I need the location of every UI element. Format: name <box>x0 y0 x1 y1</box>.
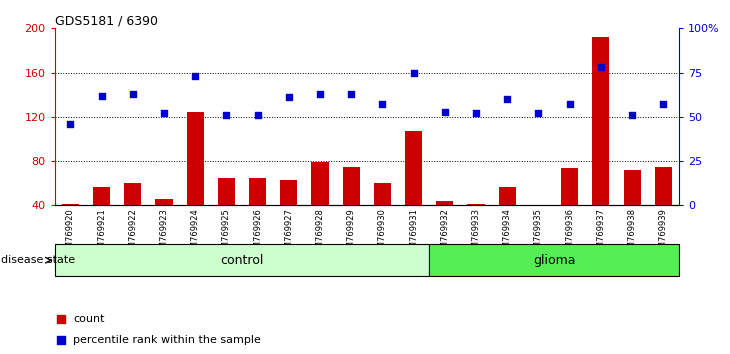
Point <box>658 102 669 107</box>
Bar <box>55 244 429 276</box>
Bar <box>124 183 142 250</box>
Point <box>470 110 482 116</box>
Bar <box>405 131 422 250</box>
Bar <box>312 162 328 250</box>
Point <box>158 110 170 116</box>
Bar <box>467 204 485 250</box>
Bar <box>561 168 578 250</box>
Point <box>377 102 388 107</box>
Point <box>439 109 450 114</box>
Point <box>502 96 513 102</box>
Point <box>595 64 607 70</box>
Point <box>283 95 295 100</box>
Text: control: control <box>220 254 264 267</box>
Text: count: count <box>74 314 105 324</box>
Point <box>55 316 67 321</box>
Text: glioma: glioma <box>533 254 575 267</box>
Bar <box>342 167 360 250</box>
Bar <box>218 178 235 250</box>
Bar <box>374 183 391 250</box>
Bar <box>187 113 204 250</box>
Bar <box>592 37 610 250</box>
Point <box>626 112 638 118</box>
Text: GDS5181 / 6390: GDS5181 / 6390 <box>55 14 158 27</box>
Bar <box>530 205 547 250</box>
Point <box>252 112 264 118</box>
Bar <box>280 180 297 250</box>
Bar <box>249 178 266 250</box>
Point <box>533 110 545 116</box>
Point <box>64 121 76 127</box>
Point <box>220 112 232 118</box>
Bar <box>623 170 641 250</box>
Point <box>189 73 201 79</box>
Point <box>564 102 575 107</box>
Point <box>408 70 420 75</box>
Bar <box>437 201 453 250</box>
Bar <box>62 204 79 250</box>
Point <box>127 91 139 97</box>
Text: disease state: disease state <box>1 255 76 265</box>
Bar <box>155 199 172 250</box>
Point <box>314 91 326 97</box>
Bar <box>93 187 110 250</box>
Bar <box>499 187 516 250</box>
Bar <box>429 244 679 276</box>
Text: percentile rank within the sample: percentile rank within the sample <box>74 335 261 345</box>
Bar <box>655 167 672 250</box>
Point <box>96 93 107 98</box>
Point <box>345 91 357 97</box>
Point <box>55 337 67 343</box>
